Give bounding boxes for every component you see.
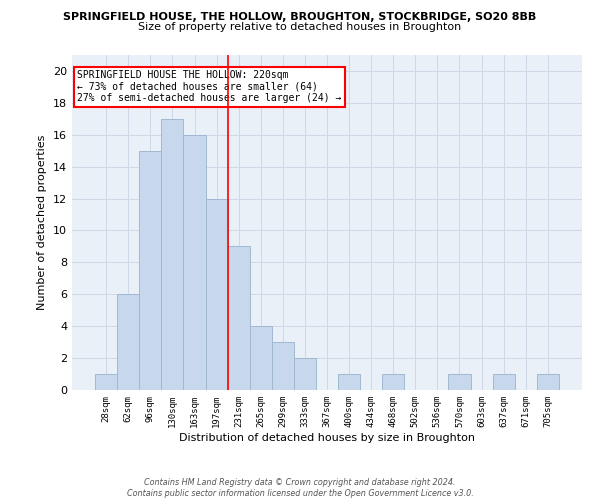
Bar (95, 374, 117, 390)
Bar (139, 150, 161, 390)
Bar (382, 374, 404, 390)
Bar (493, 374, 515, 390)
Bar (117, 294, 139, 390)
Bar (250, 326, 272, 390)
Bar (272, 342, 294, 390)
Bar (227, 246, 250, 390)
Text: Size of property relative to detached houses in Broughton: Size of property relative to detached ho… (139, 22, 461, 32)
Y-axis label: Number of detached properties: Number of detached properties (37, 135, 47, 310)
Bar (206, 198, 227, 390)
Bar (161, 119, 184, 390)
Bar (184, 135, 206, 390)
Bar (338, 374, 360, 390)
Text: SPRINGFIELD HOUSE THE HOLLOW: 220sqm
← 73% of detached houses are smaller (64)
2: SPRINGFIELD HOUSE THE HOLLOW: 220sqm ← 7… (77, 70, 341, 103)
Bar (448, 374, 470, 390)
Text: Contains HM Land Registry data © Crown copyright and database right 2024.
Contai: Contains HM Land Registry data © Crown c… (127, 478, 473, 498)
Text: SPRINGFIELD HOUSE, THE HOLLOW, BROUGHTON, STOCKBRIDGE, SO20 8BB: SPRINGFIELD HOUSE, THE HOLLOW, BROUGHTON… (64, 12, 536, 22)
X-axis label: Distribution of detached houses by size in Broughton: Distribution of detached houses by size … (179, 432, 475, 442)
Bar (294, 358, 316, 390)
Bar (537, 374, 559, 390)
